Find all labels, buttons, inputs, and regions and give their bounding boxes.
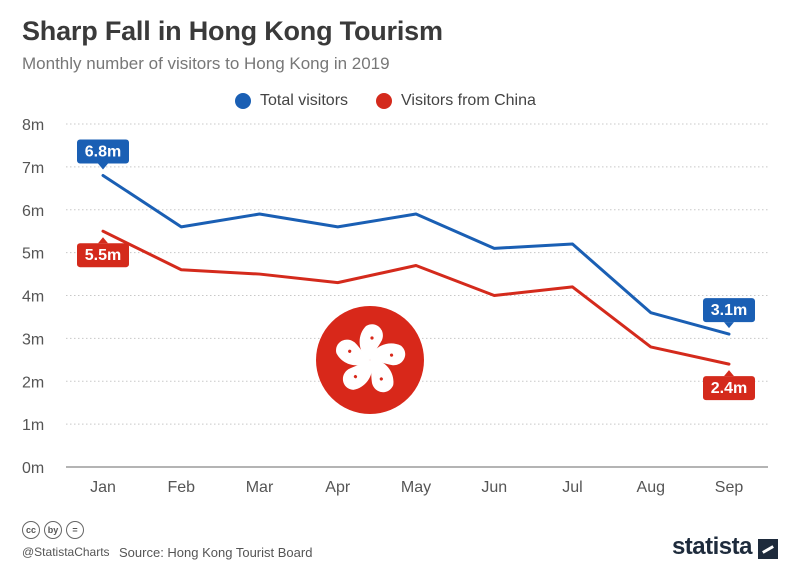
legend-dot-china bbox=[376, 93, 393, 109]
legend-item-china: Visitors from China bbox=[376, 92, 536, 110]
petal-star-icon bbox=[370, 336, 374, 340]
y-tick-label: 2m bbox=[22, 374, 44, 391]
y-tick-label: 0m bbox=[22, 460, 44, 477]
bauhinia-petal-icon bbox=[336, 339, 370, 366]
callout-box bbox=[703, 298, 755, 323]
y-tick-label: 4m bbox=[22, 289, 44, 306]
legend-dot-total bbox=[235, 93, 251, 109]
petal-star-icon bbox=[379, 377, 383, 381]
legend-item-total: Total visitors bbox=[235, 92, 348, 110]
callout-pointer bbox=[98, 163, 108, 170]
license-icons: cc by = bbox=[22, 521, 84, 539]
y-tick-label: 3m bbox=[22, 331, 44, 348]
no-derivatives-icon: = bbox=[66, 521, 84, 539]
series-line-china bbox=[101, 229, 731, 366]
social-handle[interactable]: @StatistaCharts bbox=[22, 545, 110, 559]
y-tick-label: 6m bbox=[22, 203, 44, 220]
petal-star-icon bbox=[348, 349, 352, 353]
x-tick-label: Jun bbox=[481, 479, 507, 496]
bauhinia-petal-icon bbox=[342, 360, 372, 390]
x-tick-label: Jan bbox=[90, 479, 116, 496]
x-tick-label: Sep bbox=[715, 479, 744, 496]
data-label: 5.5m bbox=[85, 247, 121, 264]
callout-pointer bbox=[724, 322, 734, 329]
y-tick-label: 1m bbox=[22, 417, 44, 434]
data-label: 3.1m bbox=[711, 302, 747, 319]
chart-title: Sharp Fall in Hong Kong Tourism bbox=[22, 16, 443, 46]
petal-star-icon bbox=[353, 375, 358, 379]
legend-label-china: Visitors from China bbox=[401, 92, 536, 109]
x-tick-label: Jul bbox=[562, 479, 582, 496]
y-tick-label: 8m bbox=[22, 117, 44, 134]
series-line-total bbox=[101, 173, 731, 336]
callout-box bbox=[703, 376, 755, 401]
x-tick-label: Mar bbox=[246, 479, 274, 496]
x-tick-label: Aug bbox=[637, 479, 665, 496]
callout-pointer bbox=[724, 370, 734, 377]
x-tick-label: Feb bbox=[167, 479, 195, 496]
y-tick-label: 5m bbox=[22, 246, 44, 263]
callout-box bbox=[77, 243, 129, 268]
bauhinia-petal-icon bbox=[359, 324, 383, 360]
callout-pointer bbox=[98, 237, 108, 244]
legend: Total visitors Visitors from China bbox=[235, 92, 536, 110]
y-tick-label: 7m bbox=[22, 160, 44, 177]
statista-logo[interactable]: statista bbox=[672, 533, 778, 561]
brand-mark-icon bbox=[758, 539, 778, 559]
cc-icon: cc bbox=[22, 521, 40, 539]
data-label: 6.8m bbox=[85, 143, 121, 160]
legend-label-total: Total visitors bbox=[260, 92, 349, 109]
callout-box bbox=[77, 139, 129, 164]
chart-subtitle: Monthly number of visitors to Hong Kong … bbox=[22, 54, 390, 73]
data-label: 2.4m bbox=[711, 380, 747, 397]
bauhinia-petal-icon bbox=[370, 359, 394, 393]
bauhinia-petal-icon bbox=[370, 343, 406, 366]
x-tick-label: May bbox=[401, 479, 431, 496]
attribution-icon: by bbox=[44, 521, 62, 539]
source-note: Source: Hong Kong Tourist Board bbox=[119, 545, 313, 560]
x-tick-label: Apr bbox=[325, 479, 351, 496]
brand-name: statista bbox=[671, 533, 753, 560]
petal-star-icon bbox=[389, 353, 394, 357]
